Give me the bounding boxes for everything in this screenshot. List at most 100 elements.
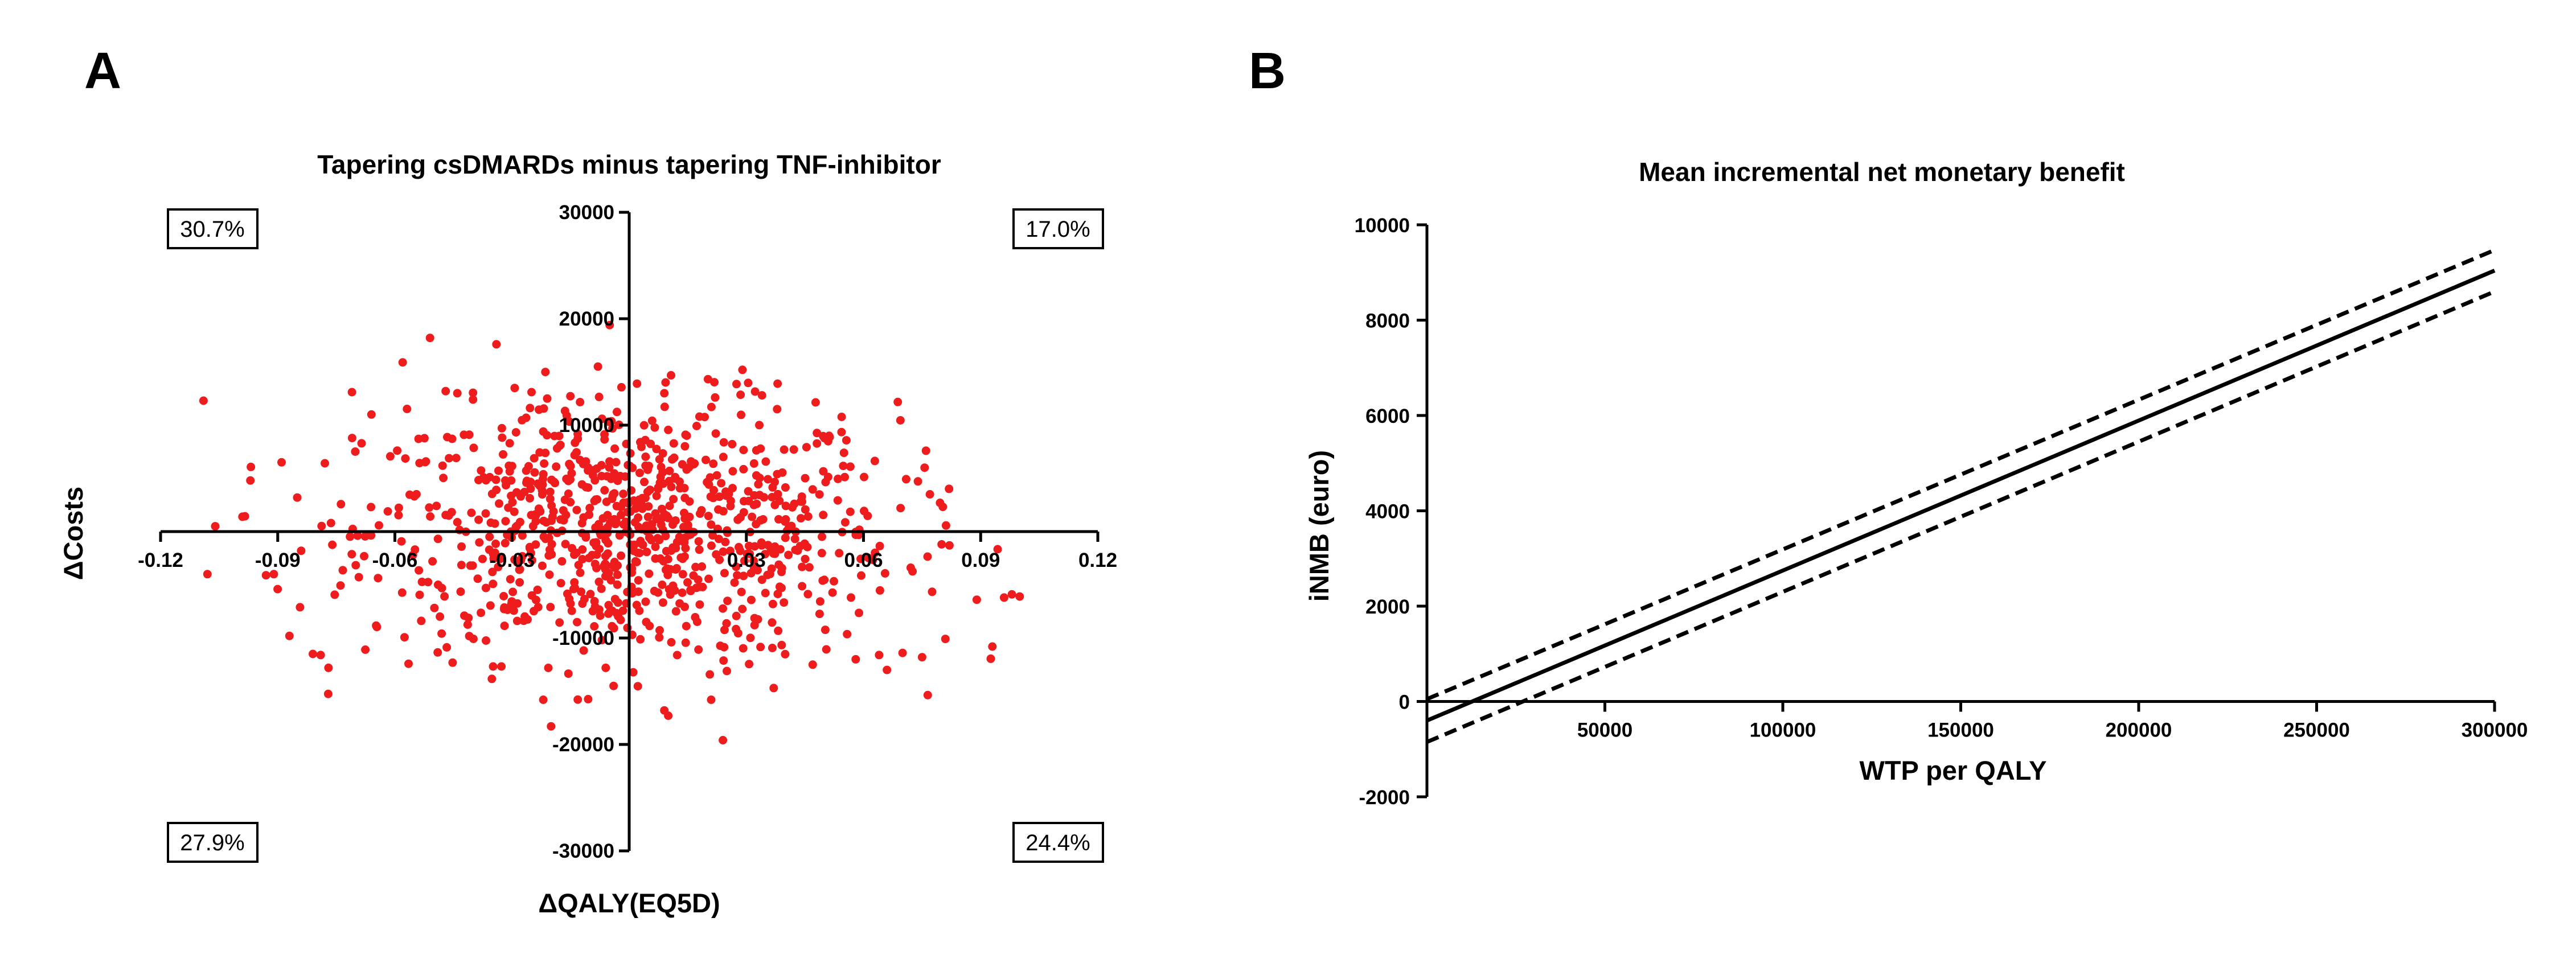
scatter-point <box>489 554 498 563</box>
scatter-point <box>526 484 535 493</box>
scatter-point <box>870 456 879 466</box>
line-series <box>1426 248 2496 744</box>
scatter-point <box>714 505 723 514</box>
quadrant-box-top-left <box>167 208 259 249</box>
scatter-point <box>448 658 457 667</box>
scatter-point <box>337 500 346 509</box>
scatter-point <box>203 570 212 579</box>
scatter-point <box>650 423 659 432</box>
scatter-points <box>199 320 1024 744</box>
scatter-point <box>609 561 617 570</box>
scatter-point <box>297 546 306 555</box>
scatter-point <box>811 398 820 407</box>
scatter-point <box>658 598 667 607</box>
scatter-point <box>609 624 618 633</box>
scatter-point <box>610 444 620 453</box>
scatter-point <box>559 506 568 515</box>
scatter-point <box>539 475 547 484</box>
scatter-point <box>600 485 609 495</box>
scatter-point <box>749 556 758 565</box>
scatter-point <box>681 544 690 553</box>
scatter-point <box>641 452 650 461</box>
scatter-point <box>670 453 679 462</box>
scatter-point <box>704 480 713 489</box>
scatter-x-tick-label: 0.03 <box>727 549 766 571</box>
scatter-point <box>492 485 501 495</box>
scatter-point <box>764 475 773 484</box>
scatter-point <box>621 472 630 481</box>
scatter-point <box>756 516 765 525</box>
scatter-point <box>508 587 518 596</box>
scatter-point <box>896 504 905 513</box>
scatter-title: Tapering csDMARDs minus tapering TNF-inh… <box>317 150 941 179</box>
scatter-point <box>662 565 670 574</box>
scatter-point <box>481 509 490 518</box>
scatter-point <box>469 395 478 404</box>
scatter-point <box>460 611 469 620</box>
scatter-point <box>652 491 661 500</box>
scatter-point <box>433 648 442 657</box>
scatter-point <box>694 645 703 654</box>
scatter-point <box>421 457 430 466</box>
scatter-point <box>505 439 514 448</box>
scatter-point <box>527 388 536 397</box>
scatter-point <box>1007 590 1016 599</box>
scatter-point <box>617 511 626 520</box>
scatter-point <box>597 636 606 645</box>
scatter-point <box>668 581 678 590</box>
scatter-point <box>808 660 817 669</box>
scatter-point <box>556 515 565 524</box>
scatter-point <box>651 509 660 518</box>
scatter-point <box>577 518 586 528</box>
scatter-point <box>695 600 704 609</box>
scatter-point <box>630 540 639 549</box>
scatter-point <box>555 431 564 441</box>
scatter-point <box>815 490 824 499</box>
scatter-point <box>746 633 755 643</box>
scatter-point <box>600 435 609 444</box>
scatter-point <box>590 622 599 631</box>
scatter-point <box>657 504 666 513</box>
scatter-point <box>247 462 256 471</box>
scatter-point <box>488 567 497 577</box>
scatter-point <box>694 537 703 546</box>
scatter-point <box>602 497 611 507</box>
line-x-tick-label: 100000 <box>1750 719 1816 742</box>
line-x-axis-label: WTP per QALY <box>1859 755 2046 785</box>
scatter-point <box>565 459 574 468</box>
scatter-point <box>925 490 934 499</box>
scatter-point <box>501 538 510 548</box>
scatter-point <box>898 648 907 657</box>
scatter-point <box>610 595 620 604</box>
scatter-point <box>518 531 527 540</box>
scatter-point <box>527 556 536 565</box>
scatter-point <box>394 503 403 512</box>
scatter-point <box>746 595 756 604</box>
scatter-point <box>353 531 362 540</box>
scatter-point <box>338 566 347 575</box>
scatter-point <box>651 542 660 552</box>
scatter-point <box>508 498 517 507</box>
scatter-x-tick-label: 0.06 <box>844 549 883 571</box>
scatter-point <box>608 491 617 500</box>
scatter-point <box>821 478 830 487</box>
quadrant-box-top-right <box>1012 208 1104 249</box>
scatter-point <box>457 561 466 570</box>
scatter-point <box>433 534 442 544</box>
scatter-point <box>691 562 700 571</box>
scatter-point <box>467 508 476 517</box>
line-x-tick-label: 200000 <box>2106 719 2172 742</box>
scatter-point <box>486 601 495 610</box>
scatter-point <box>733 571 742 580</box>
line-y-tick-label: 0 <box>1399 692 1410 714</box>
scatter-point <box>549 478 559 487</box>
scatter-point <box>361 645 370 654</box>
ci-dashed-line <box>1426 248 2496 701</box>
scatter-point <box>398 358 407 367</box>
scatter-point <box>738 604 747 614</box>
scatter-point <box>604 609 613 618</box>
scatter-point <box>840 518 850 527</box>
scatter-point <box>801 554 810 563</box>
scatter-point <box>875 651 884 660</box>
scatter-point <box>937 540 946 549</box>
